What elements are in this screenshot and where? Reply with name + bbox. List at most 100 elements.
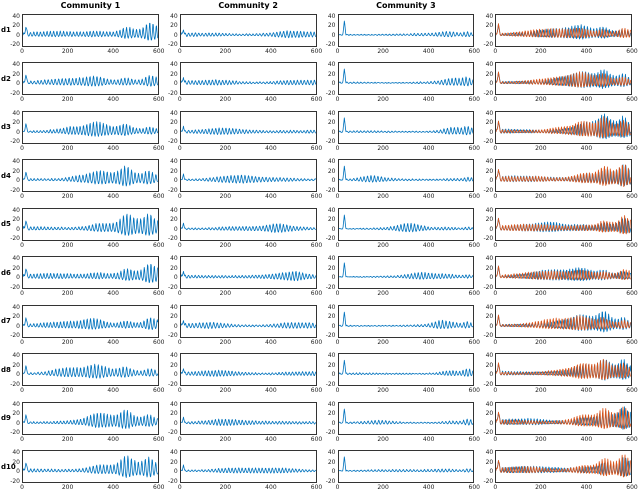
y-tick-label: 20 (327, 458, 336, 466)
y-tick-label: 20 (12, 119, 20, 127)
subplot (22, 304, 159, 338)
x-tick-label: 200 (535, 96, 547, 103)
x-tick-label: 0 (20, 241, 24, 249)
x-tick-label: 0 (177, 47, 182, 55)
y-tick-label: 40 (12, 206, 20, 214)
signal-line-blue (181, 174, 316, 183)
y-tick-label: 0 (331, 371, 336, 379)
y-tick-label: 20 (170, 119, 178, 127)
y-tick-label: 20 (12, 216, 20, 224)
row-label: d7 (1, 317, 11, 325)
x-tick-label: 600 (310, 96, 323, 103)
signal-line-orange (496, 315, 631, 330)
x-tick-label: 400 (422, 338, 435, 346)
x-tick-label: 600 (153, 193, 165, 200)
signal-line-blue (23, 456, 158, 478)
x-tick-label: 400 (580, 193, 593, 200)
signal-line-blue (23, 264, 158, 282)
subplot (337, 159, 475, 192)
x-tick-label: 600 (153, 387, 165, 394)
x-tick-label: 200 (219, 338, 232, 346)
x-tick-label: 600 (153, 96, 165, 103)
x-tick-label: 600 (468, 484, 480, 491)
subplot (22, 110, 159, 144)
x-tick-label: 400 (422, 484, 435, 491)
x-tick-label: 400 (580, 387, 593, 394)
signal-line-blue (339, 69, 474, 86)
x-tick-label: 400 (580, 241, 593, 249)
x-tick-label: 0 (177, 193, 182, 200)
signal-line-blue (339, 360, 474, 376)
x-tick-label: 400 (265, 484, 277, 491)
y-tick-label: -20 (167, 332, 178, 340)
x-tick-label: 200 (61, 484, 74, 491)
plot-area (181, 209, 316, 240)
plot-area (181, 112, 316, 143)
x-tick-label: 0 (493, 47, 498, 55)
x-tick-label: 400 (580, 96, 593, 103)
y-tick-label: 40 (170, 303, 178, 311)
plot-area (496, 15, 631, 46)
row-label: d2 (1, 74, 11, 83)
x-tick-label: 400 (580, 47, 593, 55)
signal-line-blue (23, 166, 158, 186)
x-tick-label: 200 (61, 435, 74, 443)
y-tick-label: 40 (327, 206, 336, 214)
y-tick-label: 20 (12, 458, 20, 466)
x-tick-label: 600 (153, 47, 165, 55)
y-tick-label: -20 (325, 235, 336, 243)
plot-area (23, 354, 158, 385)
y-tick-label: -20 (10, 41, 20, 49)
x-tick-label: 200 (219, 290, 232, 297)
row-label: d6 (1, 268, 11, 277)
x-tick-label: 400 (107, 484, 119, 491)
y-tick-label: 40 (170, 400, 178, 408)
plot-area (181, 160, 316, 191)
y-tick-label: 40 (12, 400, 20, 408)
y-tick-label: 20 (485, 167, 494, 175)
x-tick-label: 400 (422, 435, 435, 443)
y-tick-label: 20 (327, 216, 336, 224)
plot-area (23, 403, 158, 434)
x-tick-label: 200 (61, 193, 74, 200)
y-tick-label: 40 (12, 61, 20, 69)
y-tick-label: -20 (167, 41, 178, 49)
x-tick-label: 0 (20, 290, 24, 297)
y-tick-label: -20 (167, 380, 178, 388)
y-tick-label: -20 (483, 477, 494, 485)
y-tick-label: 20 (170, 313, 178, 321)
plot-area (496, 354, 631, 385)
x-tick-label: 200 (535, 47, 547, 55)
x-tick-label: 0 (177, 338, 182, 346)
y-tick-label: 0 (489, 225, 494, 233)
y-tick-label: 20 (327, 70, 336, 78)
plot-area (496, 160, 631, 191)
y-tick-label: 0 (173, 31, 178, 39)
x-tick-label: 400 (580, 435, 593, 443)
x-tick-label: 0 (335, 435, 340, 443)
subplot (337, 13, 475, 47)
x-tick-label: 600 (310, 47, 323, 55)
y-tick-label: 20 (485, 119, 494, 127)
y-tick-label: -20 (325, 332, 336, 340)
x-tick-label: 0 (493, 144, 498, 152)
plot-area (339, 63, 474, 94)
plot-area (496, 209, 631, 240)
y-tick-label: 0 (331, 274, 336, 282)
y-tick-label: 40 (485, 12, 494, 20)
column-title: Community 3 (376, 1, 436, 10)
y-tick-label: -20 (483, 186, 494, 194)
x-tick-label: 600 (310, 435, 323, 443)
y-tick-label: 20 (12, 410, 20, 418)
y-tick-label: -20 (167, 235, 178, 243)
x-tick-label: 200 (219, 435, 232, 443)
signal-line-blue (181, 271, 316, 280)
plot-area (23, 257, 158, 288)
x-tick-label: 0 (177, 96, 182, 103)
x-tick-label: 600 (626, 435, 638, 443)
x-tick-label: 400 (107, 338, 119, 346)
y-tick-label: 40 (485, 206, 494, 214)
row-label: d9 (1, 414, 11, 422)
y-tick-label: 40 (485, 303, 494, 311)
x-tick-label: 600 (468, 387, 480, 394)
